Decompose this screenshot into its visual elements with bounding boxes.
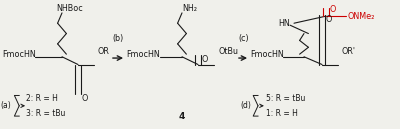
Text: 5: R = tBu: 5: R = tBu [266,94,305,103]
Text: (a): (a) [1,101,12,110]
Text: FmocHN: FmocHN [126,50,160,59]
Text: OtBu: OtBu [218,47,238,56]
Text: O: O [202,55,208,64]
Text: 3: R = tBu: 3: R = tBu [26,109,65,118]
Text: NH₂: NH₂ [182,4,198,13]
Text: HN: HN [278,19,290,28]
Text: (d): (d) [240,101,251,110]
Text: O: O [330,5,336,14]
Text: O: O [326,15,332,25]
Text: (c): (c) [238,34,248,43]
Text: O: O [82,94,88,103]
Text: OR': OR' [342,47,356,56]
Text: FmocHN: FmocHN [2,50,36,59]
Text: (b): (b) [112,34,124,43]
Text: 1: R = H: 1: R = H [266,109,298,118]
Text: 4: 4 [179,112,185,121]
Text: NHBoc: NHBoc [57,4,83,13]
Text: FmocHN: FmocHN [250,50,284,59]
Text: OR: OR [98,47,110,56]
Text: 2: R = H: 2: R = H [26,94,58,103]
Text: ONMe₂: ONMe₂ [348,12,375,21]
